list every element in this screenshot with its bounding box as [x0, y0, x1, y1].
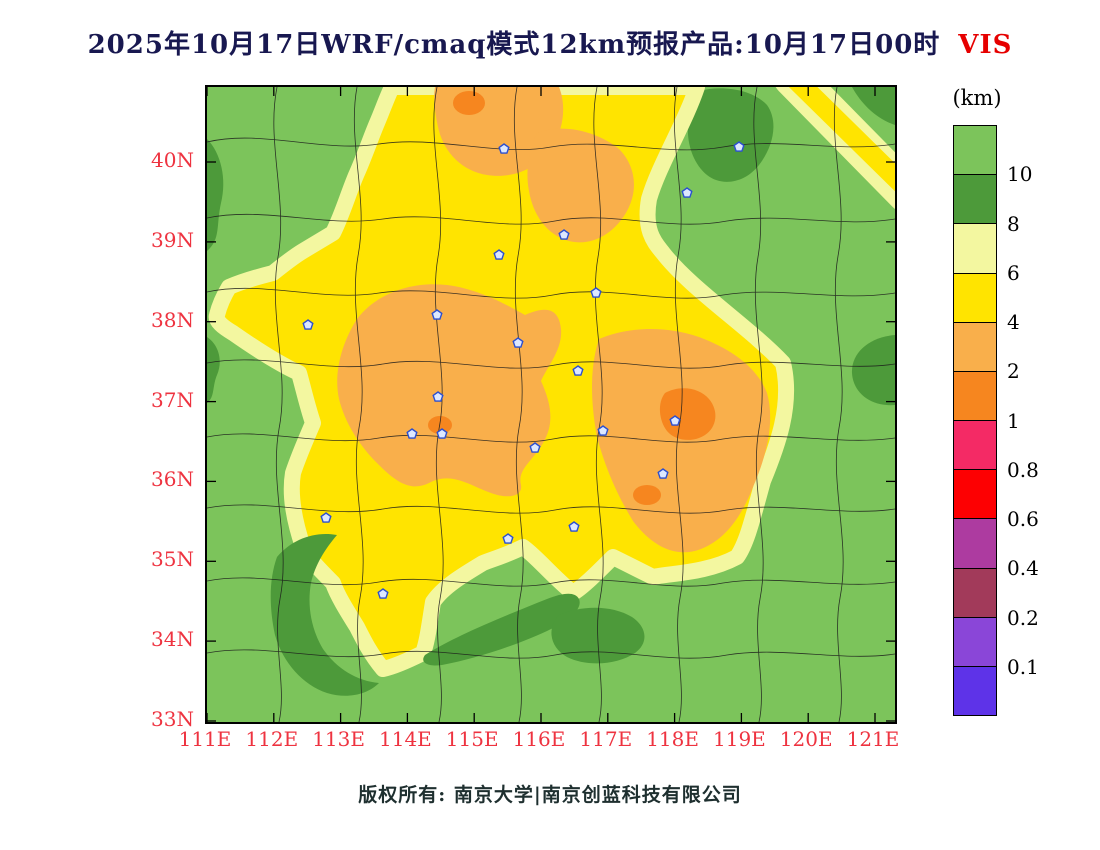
legend-color-block	[954, 174, 996, 224]
legend-color-block	[954, 420, 996, 470]
county-boundaries	[207, 87, 895, 722]
lon-label: 114E	[379, 727, 432, 751]
lon-label: 119E	[713, 727, 766, 751]
legend-value-label: 4	[1007, 310, 1020, 334]
legend-color-block	[954, 567, 996, 617]
lat-label: 39N	[151, 227, 194, 252]
lon-label: 112E	[245, 727, 299, 751]
variable-label: VIS	[958, 30, 1013, 60]
legend-color-block	[954, 665, 996, 716]
legend-color-block	[954, 616, 996, 666]
lat-label: 38N	[151, 307, 194, 332]
legend-value-label: 1	[1007, 408, 1020, 433]
lat-label: 33N	[151, 707, 194, 731]
lon-label: 120E	[779, 727, 833, 751]
legend-value-label: 10	[1007, 162, 1033, 187]
lon-label: 117E	[579, 727, 633, 751]
legend-color-block	[954, 321, 996, 371]
lat-label: 34N	[151, 627, 194, 652]
legend-value-label: 0.8	[1007, 457, 1039, 482]
legend-value-label: 8	[1007, 211, 1020, 236]
legend-value-label: 2	[1007, 359, 1020, 384]
lon-label: 116E	[512, 727, 566, 751]
map-frame	[205, 85, 897, 724]
legend-value-label: 0.2	[1007, 605, 1039, 630]
legend-color-block	[954, 223, 996, 273]
legend-value-label: 0.6	[1007, 507, 1039, 531]
vis-8-10-regions	[207, 87, 895, 406]
lon-label: 121E	[846, 727, 900, 751]
legend-colorbar	[953, 125, 997, 716]
legend-color-block	[954, 272, 996, 322]
lon-label: 113E	[312, 727, 365, 751]
lat-label: 37N	[151, 387, 194, 412]
title-text: 2025年10月17日WRF/cmaq模式12km预报产品:10月17日00时	[87, 30, 941, 60]
legend-color-block	[954, 518, 996, 568]
lat-label: 40N	[151, 148, 194, 172]
page-title: 2025年10月17日WRF/cmaq模式12km预报产品:10月17日00时 V…	[0, 24, 1100, 61]
lon-label: 115E	[445, 727, 499, 751]
map-svg	[207, 87, 895, 722]
legend-color-block	[954, 370, 996, 421]
legend-color-block	[954, 469, 996, 519]
legend-value-label: 0.4	[1007, 556, 1039, 581]
legend-color-block	[954, 126, 996, 175]
vis-1-2-regions	[428, 91, 716, 505]
lon-label: 111E	[178, 727, 232, 751]
lat-label: 36N	[151, 467, 194, 492]
lat-label: 35N	[151, 547, 194, 572]
streak-yellow-core	[788, 87, 895, 192]
legend-unit-label: (km)	[952, 86, 1002, 110]
legend-value-label: 0.1	[1007, 654, 1039, 679]
axis-ticks	[207, 87, 895, 722]
lon-label: 118E	[646, 727, 699, 751]
legend-value-label: 6	[1007, 260, 1020, 285]
copyright-text: 版权所有: 南京大学|南京创蓝科技有限公司	[358, 784, 742, 806]
